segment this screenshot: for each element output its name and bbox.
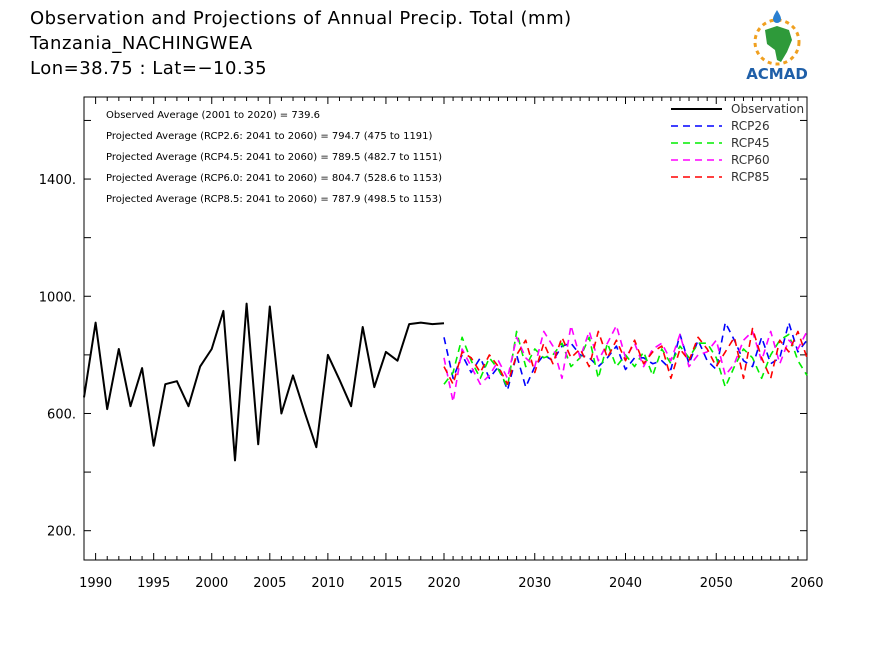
legend-label-rcp26: RCP26	[731, 119, 770, 133]
x-tick-label: 2050	[700, 576, 733, 591]
series-line-rcp60	[443, 324, 808, 403]
y-tick-label: 1400.	[39, 173, 76, 188]
x-tick-label: 2015	[369, 576, 402, 591]
x-tick-label: 2005	[253, 576, 286, 591]
y-tick-label: 600.	[47, 407, 76, 422]
africa-logo-icon: ACMAD	[746, 10, 808, 83]
x-tick-label: 2040	[609, 576, 642, 591]
stats-annotation: Projected Average (RCP8.5: 2041 to 2060)…	[106, 194, 442, 205]
series-line-rcp85	[443, 327, 808, 386]
y-tick-label: 200.	[47, 525, 76, 540]
legend-label-observation: Observation	[731, 102, 804, 116]
x-tick-label: 2060	[790, 576, 823, 591]
y-tick-label: 1000.	[39, 290, 76, 305]
series-line-observation	[83, 302, 445, 462]
stats-annotation: Projected Average (RCP2.6: 2041 to 2060)…	[106, 131, 433, 142]
stats-annotation: Projected Average (RCP6.0: 2041 to 2060)…	[106, 173, 442, 184]
location-coords: Lon=38.75 : Lat=−10.35	[30, 58, 268, 79]
x-tick-label: 1990	[79, 576, 112, 591]
legend-label-rcp60: RCP60	[731, 153, 770, 167]
x-tick-label: 2010	[311, 576, 344, 591]
legend-label-rcp45: RCP45	[731, 136, 770, 150]
x-tick-label: 1995	[137, 576, 170, 591]
x-tick-label: 2030	[518, 576, 551, 591]
x-tick-label: 2000	[195, 576, 228, 591]
stats-annotation: Observed Average (2001 to 2020) = 739.6	[106, 110, 320, 121]
stats-annotation: Projected Average (RCP4.5: 2041 to 2060)…	[106, 152, 442, 163]
chart-title: Observation and Projections of Annual Pr…	[30, 8, 572, 29]
legend-label-rcp85: RCP85	[731, 170, 770, 184]
acmad-logo: ACMAD	[737, 8, 817, 84]
plot-frame	[83, 96, 808, 561]
logo-text: ACMAD	[746, 65, 808, 83]
x-tick-label: 2020	[427, 576, 460, 591]
location-name: Tanzania_NACHINGWEA	[30, 33, 253, 54]
